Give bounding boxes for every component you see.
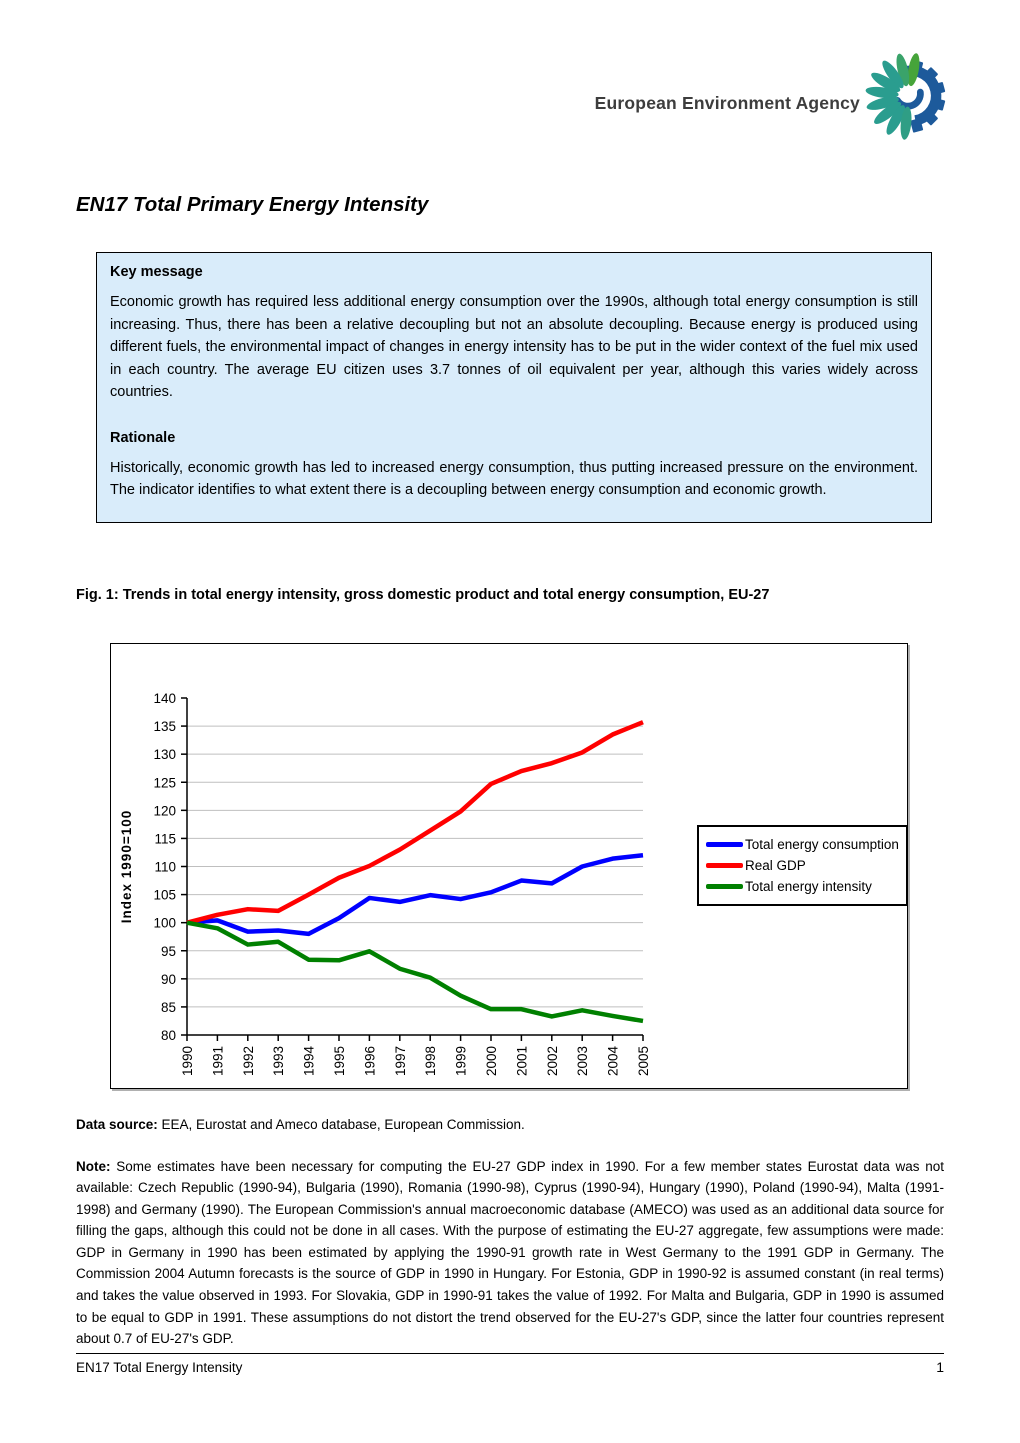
svg-text:85: 85 — [161, 1000, 176, 1015]
page-title: EN17 Total Primary Energy Intensity — [76, 192, 429, 216]
svg-text:2001: 2001 — [514, 1046, 529, 1076]
svg-text:1991: 1991 — [210, 1046, 225, 1076]
svg-text:1992: 1992 — [241, 1046, 256, 1076]
legend-label: Real GDP — [745, 858, 806, 873]
svg-text:1998: 1998 — [423, 1046, 438, 1076]
note: Note: Some estimates have been necessary… — [76, 1156, 944, 1350]
page-footer: EN17 Total Energy Intensity 1 — [76, 1353, 944, 1375]
svg-text:105: 105 — [153, 888, 176, 903]
page-number: 1 — [936, 1359, 944, 1375]
key-message-text: Economic growth has required less additi… — [110, 294, 918, 400]
svg-text:100: 100 — [153, 916, 176, 931]
svg-text:140: 140 — [153, 691, 176, 706]
svg-text:125: 125 — [153, 775, 176, 790]
legend-item: Real GDP — [706, 855, 899, 876]
data-source: Data source: EEA, Eurostat and Ameco dat… — [76, 1117, 944, 1132]
legend-item: Total energy intensity — [706, 876, 899, 897]
svg-text:2003: 2003 — [575, 1046, 590, 1076]
svg-text:2004: 2004 — [606, 1046, 621, 1077]
line-chart: 80 85 90 95 100 105 110 115 120 125 130 135 140 1990 1… — [119, 691, 651, 1077]
svg-text:1990: 1990 — [180, 1046, 195, 1076]
figure-caption: Fig. 1: Trends in total energy intensity… — [76, 587, 770, 603]
agency-name: European Environment Agency — [594, 93, 860, 113]
legend-label: Total energy consumption — [745, 837, 899, 852]
svg-text:1994: 1994 — [302, 1046, 317, 1077]
svg-text:1999: 1999 — [454, 1046, 469, 1076]
key-message-box: Key message Economic growth has required… — [96, 252, 932, 523]
rationale-text: Historically, economic growth has led to… — [110, 459, 918, 499]
legend-swatch — [706, 863, 743, 868]
legend-swatch — [706, 842, 743, 847]
rationale-heading: Rationale — [110, 429, 176, 446]
svg-text:115: 115 — [154, 831, 176, 846]
svg-text:1997: 1997 — [393, 1046, 408, 1076]
svg-text:130: 130 — [153, 747, 176, 762]
note-text: Some estimates have been necessary for c… — [76, 1158, 944, 1347]
svg-text:110: 110 — [154, 860, 176, 875]
svg-text:2005: 2005 — [636, 1046, 651, 1076]
svg-text:1996: 1996 — [362, 1046, 377, 1076]
svg-text:95: 95 — [161, 944, 176, 959]
svg-text:1993: 1993 — [271, 1046, 286, 1076]
svg-text:80: 80 — [161, 1028, 176, 1043]
logo-petals — [865, 53, 920, 140]
chart-legend: Total energy consumption Real GDP Total en… — [697, 825, 908, 906]
svg-text:120: 120 — [153, 803, 176, 818]
legend-label: Total energy intensity — [745, 879, 872, 894]
legend-swatch — [706, 884, 743, 889]
svg-text:2000: 2000 — [484, 1046, 499, 1076]
key-message-heading: Key message — [110, 264, 203, 280]
data-source-text: EEA, Eurostat and Ameco database, Europe… — [157, 1116, 525, 1132]
svg-text:135: 135 — [153, 719, 176, 734]
legend-item: Total energy consumption — [706, 834, 899, 855]
svg-text:1995: 1995 — [332, 1046, 347, 1076]
svg-text:Index 1990=100: Index 1990=100 — [119, 810, 134, 923]
note-label: Note: — [76, 1158, 111, 1174]
figure-box: 80 85 90 95 100 105 110 115 120 125 130 135 140 1990 1… — [110, 643, 908, 1089]
svg-text:90: 90 — [161, 972, 176, 987]
svg-text:2002: 2002 — [545, 1046, 560, 1076]
footer-title: EN17 Total Energy Intensity — [76, 1360, 243, 1375]
eea-logo-icon — [865, 53, 946, 140]
data-source-label: Data source: — [76, 1116, 158, 1132]
